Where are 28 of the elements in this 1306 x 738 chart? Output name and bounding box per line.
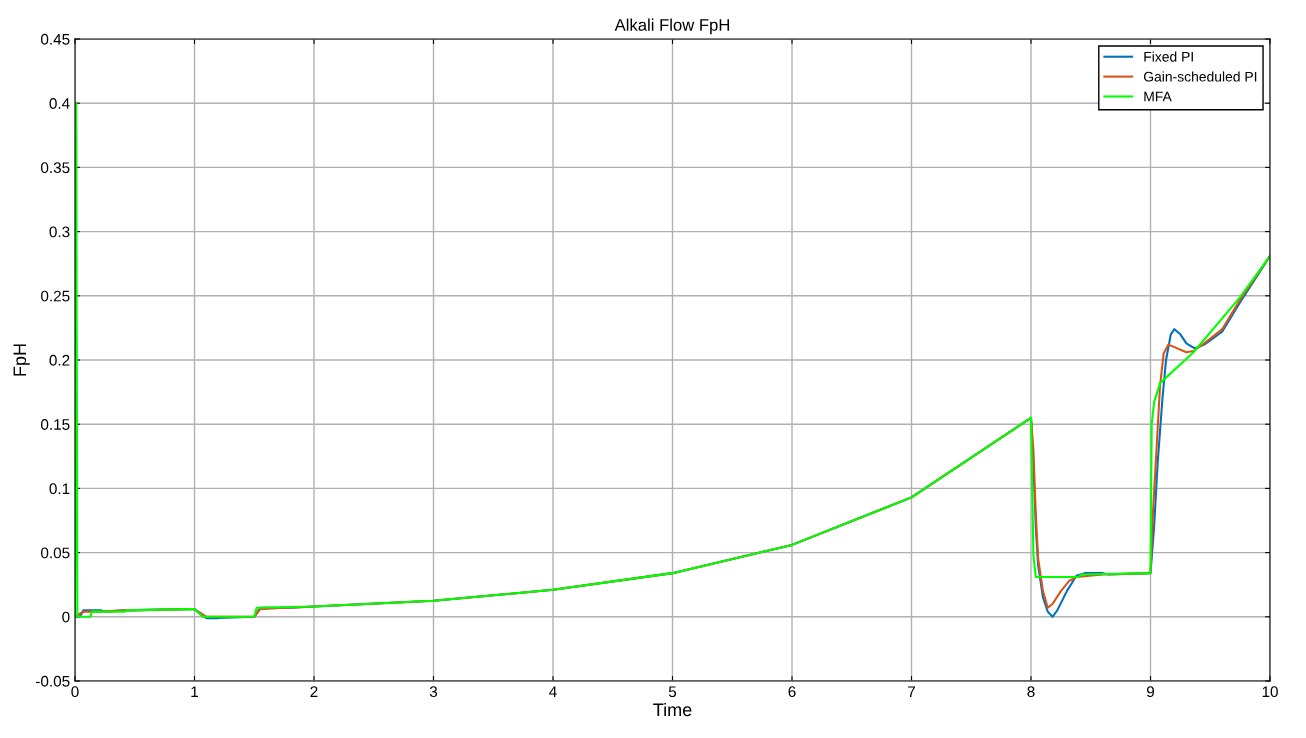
x-tick-label: 1: [191, 686, 198, 697]
x-tick-label: 3: [429, 686, 438, 698]
y-tick-label: 0.1: [49, 483, 70, 495]
x-axis-title: Time: [653, 702, 692, 717]
y-tick-label: 0.45: [41, 33, 70, 45]
legend-label: Fixed PI: [1144, 51, 1193, 62]
x-tick-label: 7: [908, 686, 915, 697]
y-tick-label: 0.2: [49, 354, 70, 366]
legend-label: MFA: [1144, 91, 1172, 102]
y-tick-label: 0.05: [41, 547, 70, 559]
x-tick-label: 4: [549, 686, 557, 697]
x-tick-label: 0: [71, 686, 79, 698]
y-tick-label: -0.05: [36, 675, 70, 687]
x-tick-label: 9: [1146, 686, 1155, 698]
x-tick-label: 6: [788, 686, 796, 698]
y-tick-label: 0: [62, 611, 70, 623]
x-tick-label: 5: [668, 686, 677, 698]
y-tick-label: 0.4: [49, 98, 70, 109]
chart-title: Alkali Flow FpH: [614, 18, 730, 35]
legend-label: Gain-scheduled PI: [1143, 71, 1257, 82]
x-tick-label: 2: [310, 686, 318, 697]
x-tick-label: 8: [1027, 686, 1035, 698]
y-tick-label: 0.25: [41, 290, 70, 302]
y-tick-label: 0.15: [41, 419, 70, 430]
y-tick-label: 0.3: [49, 226, 70, 238]
y-axis-title: FpH: [13, 344, 30, 376]
y-tick-label: 0.35: [41, 162, 70, 174]
x-tick-label: 10: [1262, 686, 1278, 698]
